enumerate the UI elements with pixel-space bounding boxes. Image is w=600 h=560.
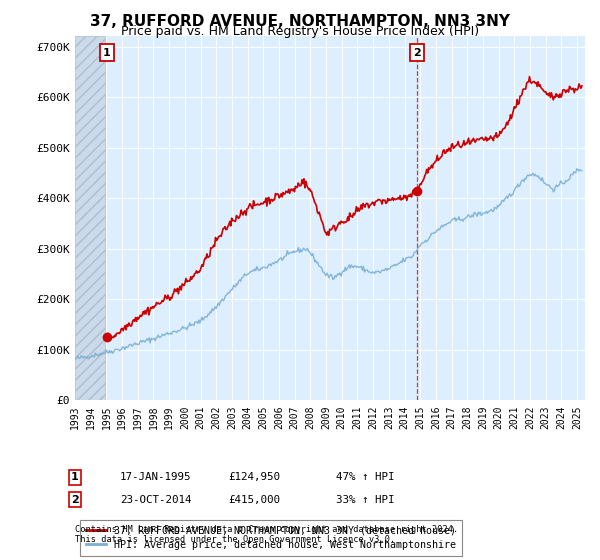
Bar [75, 36, 105, 400]
Text: Price paid vs. HM Land Registry's House Price Index (HPI): Price paid vs. HM Land Registry's House … [121, 25, 479, 38]
Legend: 37, RUFFORD AVENUE, NORTHAMPTON, NN3 3NY (detached house), HPI: Average price, d: 37, RUFFORD AVENUE, NORTHAMPTON, NN3 3NY… [80, 520, 462, 556]
Text: 33% ↑ HPI: 33% ↑ HPI [336, 494, 395, 505]
Text: 1: 1 [103, 48, 111, 58]
Text: 47% ↑ HPI: 47% ↑ HPI [336, 472, 395, 482]
Text: Contains HM Land Registry data © Crown copyright and database right 2024.
This d: Contains HM Land Registry data © Crown c… [75, 525, 458, 544]
Text: £124,950: £124,950 [228, 472, 280, 482]
Text: 23-OCT-2014: 23-OCT-2014 [120, 494, 191, 505]
Text: 37, RUFFORD AVENUE, NORTHAMPTON, NN3 3NY: 37, RUFFORD AVENUE, NORTHAMPTON, NN3 3NY [90, 14, 510, 29]
Text: 1: 1 [71, 472, 79, 482]
Text: 2: 2 [71, 494, 79, 505]
Text: £415,000: £415,000 [228, 494, 280, 505]
Text: 17-JAN-1995: 17-JAN-1995 [120, 472, 191, 482]
Text: 2: 2 [413, 48, 421, 58]
